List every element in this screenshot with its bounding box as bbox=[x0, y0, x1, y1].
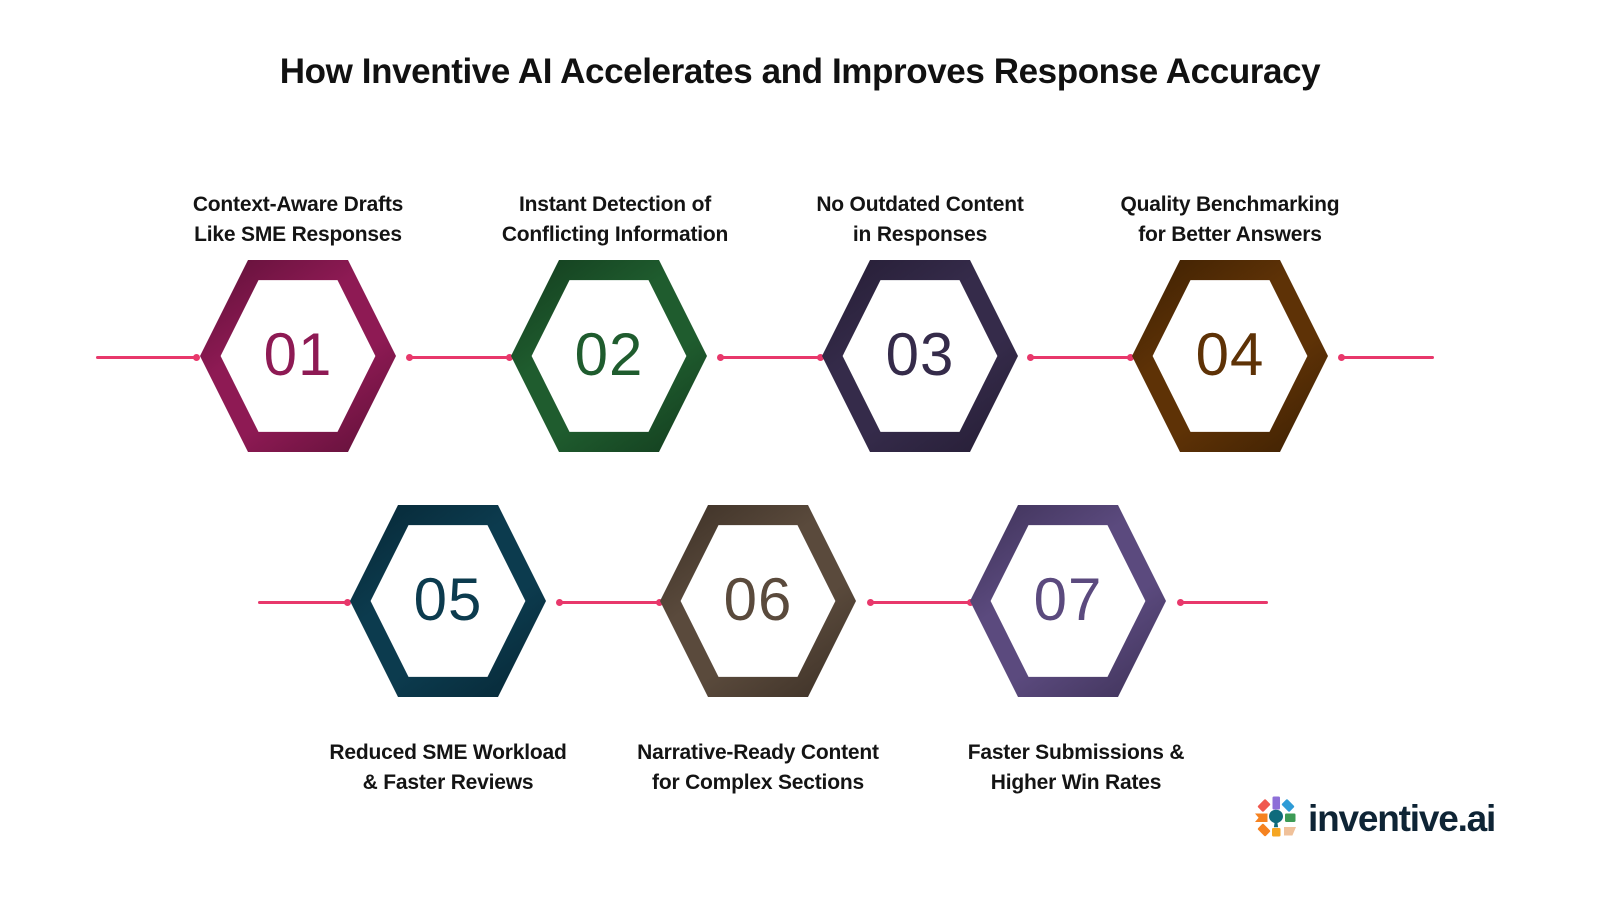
hexagon-fill-07 bbox=[990, 525, 1146, 677]
step-label-05-line1: Reduced SME Workload bbox=[329, 741, 567, 764]
connector-line-01-02 bbox=[406, 354, 513, 361]
logo-text: inventive.ai bbox=[1308, 797, 1496, 839]
step-label-07-line1: Faster Submissions & bbox=[967, 741, 1185, 764]
step-label-03-line1: No Outdated Content bbox=[816, 193, 1024, 216]
step-label-03: No Outdated Content in Responses bbox=[770, 190, 1070, 250]
step-label-03-line2: in Responses bbox=[852, 222, 988, 246]
hexagon-fill-06 bbox=[680, 525, 836, 677]
connector-line-row2-lead-out bbox=[1177, 599, 1268, 606]
step-number-07: 07 bbox=[1033, 566, 1103, 633]
step-label-06-line1: Narrative-Ready Content bbox=[637, 741, 879, 764]
connector-line-06-07 bbox=[867, 599, 974, 606]
step-label-06-line2: for Complex Sections bbox=[652, 770, 864, 794]
step-label-04: Quality Benchmarking for Better Answers bbox=[1080, 190, 1380, 250]
step-label-04-line1: Quality Benchmarking bbox=[1120, 193, 1340, 216]
hexagon-fill-05 bbox=[370, 525, 526, 677]
step-number-03: 03 bbox=[885, 321, 955, 388]
step-number-05: 05 bbox=[413, 566, 483, 633]
step-label-01-line2: Like SME Responses bbox=[194, 222, 402, 246]
step-label-06: Narrative-Ready Content for Complex Sect… bbox=[608, 738, 908, 798]
connector-line-02-03 bbox=[717, 354, 824, 361]
step-label-07: Faster Submissions & Higher Win Rates bbox=[926, 738, 1226, 798]
step-hexagon-04[interactable]: 04 bbox=[1130, 256, 1330, 456]
step-label-05-line2: & Faster Reviews bbox=[362, 770, 534, 794]
inventive-burst-logo-icon bbox=[1253, 795, 1299, 841]
hexagon-fill-02 bbox=[531, 280, 687, 432]
step-label-07-line2: Higher Win Rates bbox=[990, 770, 1162, 794]
step-hexagon-01[interactable]: 01 bbox=[198, 256, 398, 456]
step-label-02-line1: Instant Detection of bbox=[518, 193, 711, 216]
connector-line-row2-lead-in bbox=[258, 599, 351, 606]
step-hexagon-05[interactable]: 05 bbox=[348, 501, 548, 701]
step-label-02-line2: Conflicting Information bbox=[501, 222, 729, 246]
step-number-04: 04 bbox=[1195, 321, 1265, 388]
hexagon-fill-04 bbox=[1152, 280, 1308, 432]
connector-line-row1-lead-out bbox=[1338, 354, 1434, 361]
hexagon-fill-03 bbox=[842, 280, 998, 432]
step-number-01: 01 bbox=[263, 321, 333, 388]
step-label-01-line1: Context-Aware Drafts bbox=[192, 193, 404, 216]
step-hexagon-03[interactable]: 03 bbox=[820, 256, 1020, 456]
page-title: How Inventive AI Accelerates and Improve… bbox=[279, 52, 1321, 91]
connector-line-row1-lead-in bbox=[96, 354, 200, 361]
step-hexagon-02[interactable]: 02 bbox=[509, 256, 709, 456]
step-number-06: 06 bbox=[723, 566, 793, 633]
connector-line-05-06 bbox=[556, 599, 663, 606]
step-label-05: Reduced SME Workload & Faster Reviews bbox=[298, 738, 598, 798]
connector-line-03-04 bbox=[1027, 354, 1134, 361]
step-hexagon-06[interactable]: 06 bbox=[658, 501, 858, 701]
step-label-02: Instant Detection of Conflicting Informa… bbox=[465, 190, 765, 250]
step-number-02: 02 bbox=[574, 321, 644, 388]
inventive-ai-logo[interactable]: inventive.ai bbox=[1253, 795, 1496, 841]
step-label-04-line2: for Better Answers bbox=[1138, 222, 1322, 246]
step-label-01: Context-Aware Drafts Like SME Responses bbox=[148, 190, 448, 250]
hexagon-fill-01 bbox=[220, 280, 376, 432]
step-hexagon-07[interactable]: 07 bbox=[968, 501, 1168, 701]
